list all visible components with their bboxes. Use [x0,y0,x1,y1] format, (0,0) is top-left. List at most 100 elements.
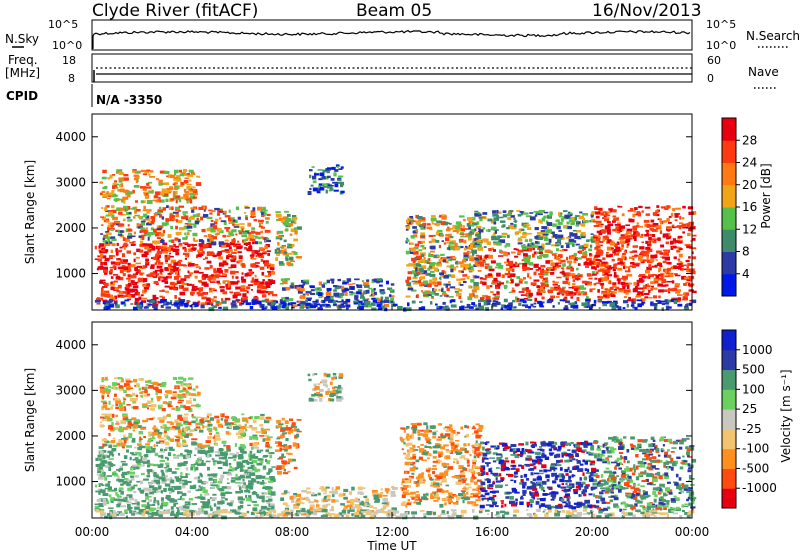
echo-cell [625,291,629,295]
echo-cell [165,441,170,446]
echo-cell [219,211,224,213]
echo-cell [492,293,497,296]
echo-cell [259,416,265,420]
echo-cell [303,279,310,282]
echo-cell [206,444,210,448]
echo-cell [634,306,638,310]
echo-cell [214,479,217,482]
echo-cell [617,257,623,261]
echo-cell [99,421,102,424]
echo-cell [651,274,657,276]
echo-cell [319,288,322,291]
echo-cell [145,443,150,446]
echo-cell [128,295,132,298]
echo-cell [152,487,158,489]
echo-cell [590,216,594,218]
echo-cell [588,277,593,280]
echo-cell [150,266,155,269]
echo-cell [679,248,683,250]
echo-cell [222,262,229,265]
echo-cell [276,445,280,447]
echo-cell [616,278,621,281]
echo-cell [667,273,674,277]
echo-cell [141,472,145,476]
echo-cell [344,292,348,296]
echo-cell [142,457,148,461]
echo-cell [266,460,271,465]
echo-cell [236,451,239,455]
echo-cell [218,306,222,309]
echo-cell [456,230,459,234]
echo-cell [164,280,169,284]
echo-cell [525,215,532,218]
echo-cell [419,276,426,280]
echo-cell [260,226,266,229]
echo-cell [148,504,153,506]
echo-cell [491,247,495,250]
echo-cell [98,503,104,507]
echo-cell [436,222,440,227]
echo-cell [617,267,623,271]
echo-cell [592,273,597,276]
echo-cell [270,264,275,267]
echo-cell [628,296,631,300]
echo-cell [222,212,227,215]
echo-cell [586,273,592,277]
echo-cell [99,473,104,476]
echo-cell [670,272,674,275]
echo-cell [251,277,254,281]
echo-cell [249,456,255,459]
echo-cell [467,296,473,301]
echo-cell [623,265,626,269]
echo-cell [164,394,168,396]
echo-cell [264,438,271,441]
echo-cell [131,453,138,456]
echo-cell [639,246,645,250]
echo-cell [414,256,417,261]
echo-cell [182,505,186,509]
echo-cell [688,284,694,288]
echo-cell [419,263,422,268]
echo-cell [143,191,149,194]
echo-cell [639,252,643,254]
echo-cell [198,288,202,293]
echo-cell [262,482,267,484]
echo-cell [94,245,97,250]
echo-cell [581,280,587,284]
echo-cell [677,297,681,301]
echo-cell [122,237,126,241]
echo-cell [120,213,127,216]
echo-cell [225,283,228,288]
echo-cell [236,245,242,250]
echo-cell [106,391,111,394]
echo-cell [258,249,265,251]
echo-cell [152,256,157,259]
echo-cell [333,292,340,297]
echo-cell [571,233,578,237]
echo-cell [299,306,304,309]
echo-cell [97,258,102,261]
echo-cell [497,216,504,219]
echo-cell [636,225,640,228]
echo-cell [550,231,555,234]
echo-cell [540,301,545,304]
echo-cell [594,267,597,271]
echo-cell [177,429,182,434]
echo-cell [169,490,172,495]
echo-cell [582,254,588,257]
echo-cell [195,466,199,471]
echo-cell [575,230,582,233]
echo-cell [102,404,108,409]
echo-cell [123,398,127,401]
echo-cell [548,214,552,217]
echo-cell [118,385,124,389]
echo-cell [148,273,155,277]
echo-cell [226,448,231,452]
echo-cell [170,396,177,400]
echo-cell [497,280,502,283]
echo-cell [249,459,252,461]
echo-cell [463,267,466,270]
echo-cell [128,212,132,214]
echo-cell [99,181,103,184]
echo-cell [244,230,250,232]
